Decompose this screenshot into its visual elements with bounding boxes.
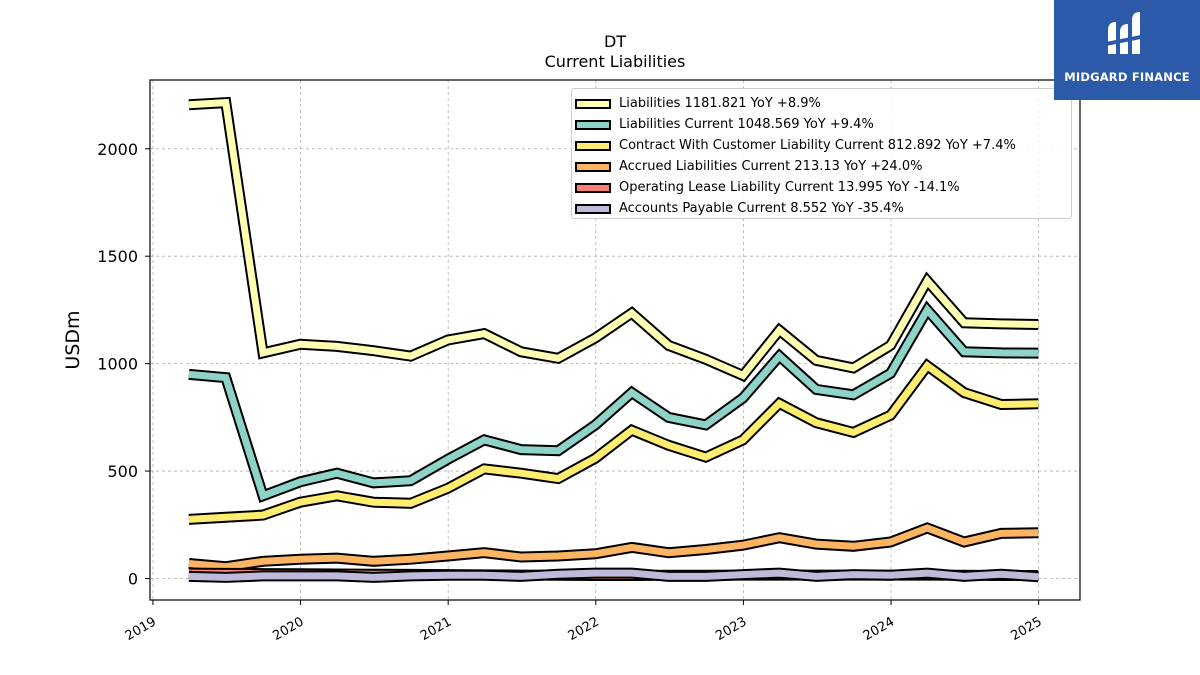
- series-1: [188, 300, 1039, 503]
- midgard-finance-logo: MIDGARD FINANCE: [1054, 0, 1200, 100]
- series-0: [188, 96, 1039, 383]
- legend-swatch: [575, 98, 611, 109]
- logo-mark-icon: [1106, 12, 1146, 54]
- legend-item: Accrued Liabilities Current 213.13 YoY +…: [572, 156, 922, 177]
- legend-item: Accounts Payable Current 8.552 YoY -35.4…: [572, 198, 904, 219]
- y-tick-label: 1000: [97, 355, 138, 374]
- plot-frame: [149, 79, 1081, 601]
- x-tick-label: 2025: [1009, 614, 1045, 644]
- y-tick-label: 0: [128, 570, 138, 589]
- legend-label: Operating Lease Liability Current 13.995…: [619, 180, 960, 195]
- x-tick-label: 2023: [713, 614, 749, 644]
- legend-item: Operating Lease Liability Current 13.995…: [572, 177, 960, 198]
- legend-swatch: [575, 182, 611, 193]
- legend-label: Accrued Liabilities Current 213.13 YoY +…: [619, 159, 923, 174]
- legend-item: Liabilities 1181.821 YoY +8.9%: [572, 93, 821, 114]
- x-tick-label: 2021: [418, 614, 454, 644]
- y-tick-label: 2000: [97, 140, 138, 159]
- x-tick-label: 2020: [270, 614, 306, 644]
- legend: Liabilities 1181.821 YoY +8.9% Liabilitie…: [571, 88, 1072, 219]
- series-5: [188, 567, 1039, 583]
- y-axis-label: USDm: [62, 310, 84, 369]
- series-line: [188, 569, 1039, 581]
- legend-label: Liabilities Current 1048.569 YoY +9.4%: [619, 117, 874, 132]
- series-line: [188, 524, 1039, 571]
- x-tick-label: 2022: [566, 614, 602, 644]
- chart-subtitle: Current Liabilities: [544, 52, 686, 71]
- legend-label: Accounts Payable Current 8.552 YoY -35.4…: [619, 201, 904, 216]
- legend-swatch: [575, 203, 611, 214]
- legend-item: Liabilities Current 1048.569 YoY +9.4%: [572, 114, 874, 135]
- legend-swatch: [575, 119, 611, 130]
- legend-label: Contract With Customer Liability Current…: [619, 138, 1016, 153]
- legend-label: Liabilities 1181.821 YoY +8.9%: [619, 96, 821, 111]
- legend-swatch: [575, 161, 611, 172]
- x-tick-label: 2024: [861, 614, 897, 644]
- y-tick-label: 500: [107, 462, 138, 481]
- series-line: [188, 360, 1039, 523]
- series-lines: [188, 96, 1039, 583]
- chart-title: DT: [603, 32, 627, 51]
- series-line: [188, 303, 1039, 501]
- legend-swatch: [575, 140, 611, 151]
- logo-text: MIDGARD FINANCE: [1064, 70, 1190, 84]
- legend-item: Contract With Customer Liability Current…: [572, 135, 1016, 156]
- series-3: [188, 522, 1039, 573]
- y-tick-label: 1500: [97, 247, 138, 266]
- x-tick-label: 2019: [123, 614, 159, 644]
- series-2: [188, 358, 1039, 525]
- series-line: [188, 98, 1039, 380]
